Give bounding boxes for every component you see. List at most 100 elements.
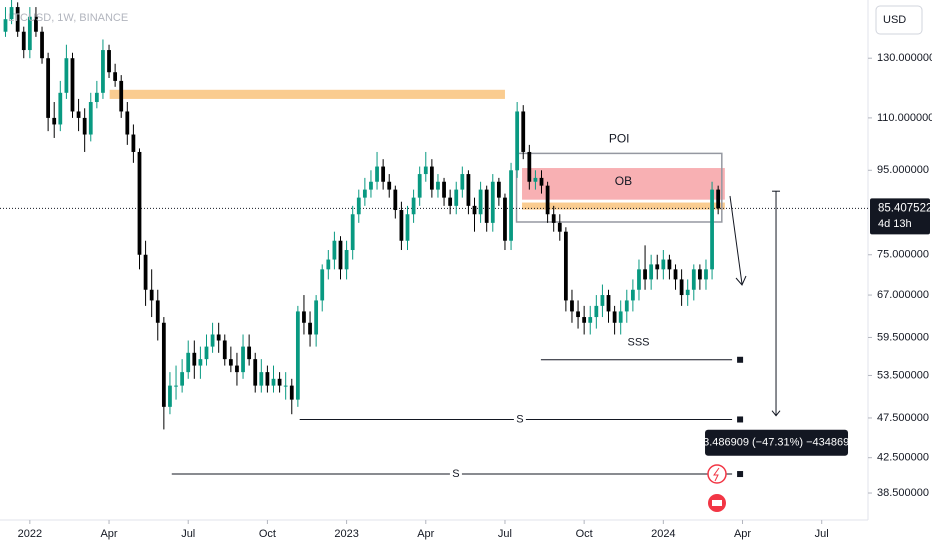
candle-body	[691, 269, 696, 290]
candle-body	[338, 240, 343, 270]
x-tick-label: 2024	[651, 528, 675, 540]
x-tick-label: 2022	[18, 528, 42, 540]
candle-body	[174, 385, 178, 387]
candle-body	[637, 269, 641, 290]
candle-body	[34, 16, 38, 32]
candle-body	[448, 197, 453, 206]
candle-body	[58, 92, 63, 125]
candle-body	[484, 189, 489, 223]
candle-body	[302, 311, 306, 323]
candle-body	[113, 72, 118, 81]
candle-body	[618, 311, 623, 323]
x-tick-label: Apr	[734, 528, 751, 540]
candle-body	[697, 269, 702, 280]
level-label: SSS	[627, 337, 649, 349]
poi-label: POI	[609, 132, 630, 146]
candle-body	[265, 372, 270, 386]
currency-label[interactable]: USD	[883, 14, 906, 26]
measure-label: −43.486909 (−47.31%) −43486909	[691, 437, 862, 449]
candle-body	[295, 311, 300, 400]
candle-body	[107, 50, 111, 73]
x-tick-label: 2023	[334, 528, 358, 540]
candle-body	[594, 305, 599, 318]
zone	[522, 168, 725, 200]
candle-body	[125, 111, 130, 135]
candle-body	[356, 197, 361, 215]
candle-body	[466, 174, 471, 206]
candle-body	[101, 50, 105, 93]
poi-box	[515, 152, 723, 223]
projection-arrow	[729, 195, 747, 286]
candle-body	[539, 177, 544, 186]
candle-body	[411, 197, 416, 215]
candle-body	[478, 189, 483, 215]
candle-body	[271, 378, 276, 386]
x-tick-label: Jul	[181, 528, 195, 540]
y-tick-label: 59.500000	[877, 331, 929, 343]
candle-body	[576, 311, 580, 318]
level-label: S	[452, 468, 459, 480]
candle-body	[192, 352, 197, 366]
candle-body	[496, 181, 501, 198]
candle-body	[241, 346, 245, 373]
event-icon[interactable]	[707, 464, 727, 484]
candle-body	[521, 111, 526, 152]
level-marker	[737, 471, 744, 478]
x-tick-label: Oct	[576, 528, 593, 540]
x-tick-label: Apr	[417, 528, 434, 540]
candle-body	[332, 240, 337, 260]
candle-body	[588, 317, 593, 323]
candle-body	[533, 177, 538, 182]
level-label-bg	[513, 412, 526, 427]
candle-body	[551, 214, 556, 223]
level-marker	[737, 416, 744, 423]
candle-body	[472, 205, 477, 215]
candle-body	[76, 111, 81, 118]
candle-body	[673, 269, 678, 280]
candle-body	[649, 264, 654, 280]
candle-body	[198, 359, 203, 366]
candle-body	[612, 311, 617, 323]
candle-body	[277, 378, 282, 386]
y-tick-label: 42.500000	[877, 452, 929, 464]
candle-body	[630, 289, 635, 301]
candle-body	[454, 189, 459, 206]
candle-body	[679, 279, 684, 296]
candle-body	[155, 300, 160, 323]
candle-body	[308, 322, 312, 335]
candle-body	[52, 117, 57, 125]
candle-body	[3, 19, 8, 32]
candle-body	[46, 58, 51, 118]
candle-body	[149, 289, 154, 301]
candle-body	[289, 385, 294, 400]
candle-body	[235, 365, 239, 373]
candle-body	[563, 231, 568, 301]
candle-body	[168, 385, 172, 407]
candle-body	[40, 31, 44, 59]
currency-button[interactable]	[875, 5, 923, 35]
candle-body	[606, 295, 611, 312]
candle-body	[210, 334, 215, 347]
candle-body	[655, 264, 660, 270]
zone-label: OB	[615, 174, 632, 188]
x-tick-label: Apr	[100, 528, 117, 540]
candle-body	[344, 250, 349, 270]
candle-body	[21, 31, 26, 51]
level-marker	[737, 356, 744, 363]
candle-body	[283, 385, 288, 387]
candle-body	[710, 189, 714, 270]
y-tick-label: 53.500000	[877, 369, 929, 381]
candle-body	[436, 181, 440, 190]
candle-body	[326, 259, 331, 270]
candle-body	[417, 174, 422, 198]
candle-body	[362, 189, 367, 198]
y-tick-label: 47.500000	[877, 412, 929, 424]
candle-body	[259, 372, 264, 386]
candle-body	[704, 269, 708, 280]
symbol-title: LTCUSD, 1W, BINANCE	[8, 12, 128, 24]
candle-body	[320, 269, 325, 301]
candle-body	[582, 317, 587, 323]
